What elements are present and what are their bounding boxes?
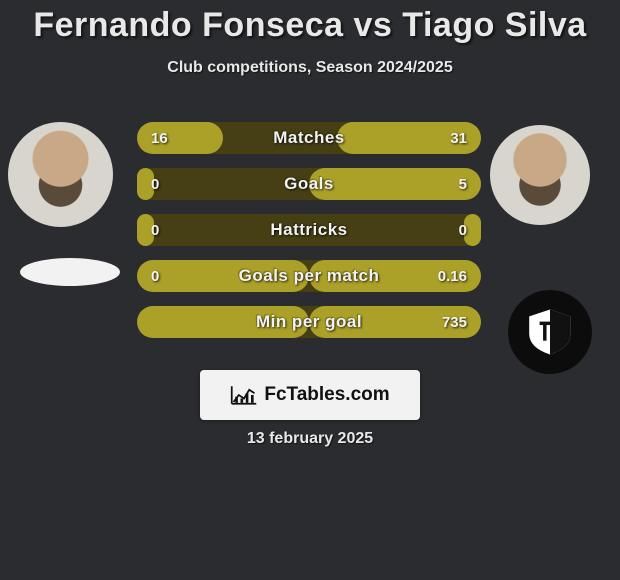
bar-label: Min per goal bbox=[137, 306, 481, 338]
club-badge-right bbox=[508, 290, 592, 374]
attribution-badge: FcTables.com bbox=[200, 370, 420, 420]
avatar-placeholder-icon bbox=[8, 122, 113, 227]
stat-row: 00Hattricks bbox=[137, 214, 481, 246]
shield-icon bbox=[524, 306, 576, 358]
stat-row: 1631Matches bbox=[137, 122, 481, 154]
stat-row: 735Min per goal bbox=[137, 306, 481, 338]
attribution-text: FcTables.com bbox=[264, 384, 389, 406]
bar-label: Goals bbox=[137, 168, 481, 200]
stat-row: 05Goals bbox=[137, 168, 481, 200]
stat-row: 00.16Goals per match bbox=[137, 260, 481, 292]
subtitle: Club competitions, Season 2024/2025 bbox=[0, 59, 620, 77]
bar-chart-icon bbox=[230, 383, 258, 407]
bar-label: Goals per match bbox=[137, 260, 481, 292]
bar-label: Hattricks bbox=[137, 214, 481, 246]
comparison-card: Fernando Fonseca vs Tiago Silva Club com… bbox=[0, 0, 620, 580]
bar-label: Matches bbox=[137, 122, 481, 154]
avatar-placeholder-icon bbox=[490, 125, 590, 225]
page-title: Fernando Fonseca vs Tiago Silva bbox=[0, 0, 620, 45]
club-badge-left bbox=[20, 258, 120, 286]
player-avatar-left bbox=[8, 122, 113, 227]
player-avatar-right bbox=[490, 125, 590, 225]
stats-bars: 1631Matches 05Goals 00Hattricks 00.16Goals … bbox=[137, 122, 481, 352]
date-text: 13 february 2025 bbox=[0, 430, 620, 448]
